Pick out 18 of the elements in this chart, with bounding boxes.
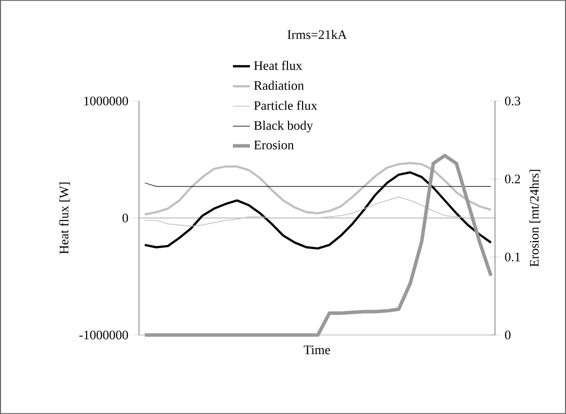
legend-label: Particle flux bbox=[254, 100, 318, 110]
x-axis-title: Time bbox=[304, 346, 330, 354]
y2-tick-label: 0.3 bbox=[505, 96, 520, 106]
y-tick-label: 0 bbox=[122, 214, 128, 222]
line-series bbox=[144, 162, 492, 216]
chart-title: Irms=21kA bbox=[288, 30, 347, 40]
line-series bbox=[144, 171, 492, 250]
y2-tick-label: 0.1 bbox=[505, 252, 520, 262]
legend-label: Radiation bbox=[254, 80, 304, 90]
y-tick-label: -1000000 bbox=[79, 330, 128, 340]
y2-tick-label: 0.2 bbox=[505, 174, 520, 184]
y-tick-label: 1000000 bbox=[84, 96, 128, 106]
legend-label: Heat flux bbox=[254, 60, 302, 70]
legend-label: Erosion bbox=[254, 140, 294, 150]
y2-tick-label: 0 bbox=[505, 330, 511, 340]
legend-label: Black body bbox=[254, 120, 313, 133]
y-axis-title: Heat flux [W] bbox=[59, 182, 70, 254]
y2-axis-title: Erosion [mt/24hrs] bbox=[530, 170, 540, 267]
